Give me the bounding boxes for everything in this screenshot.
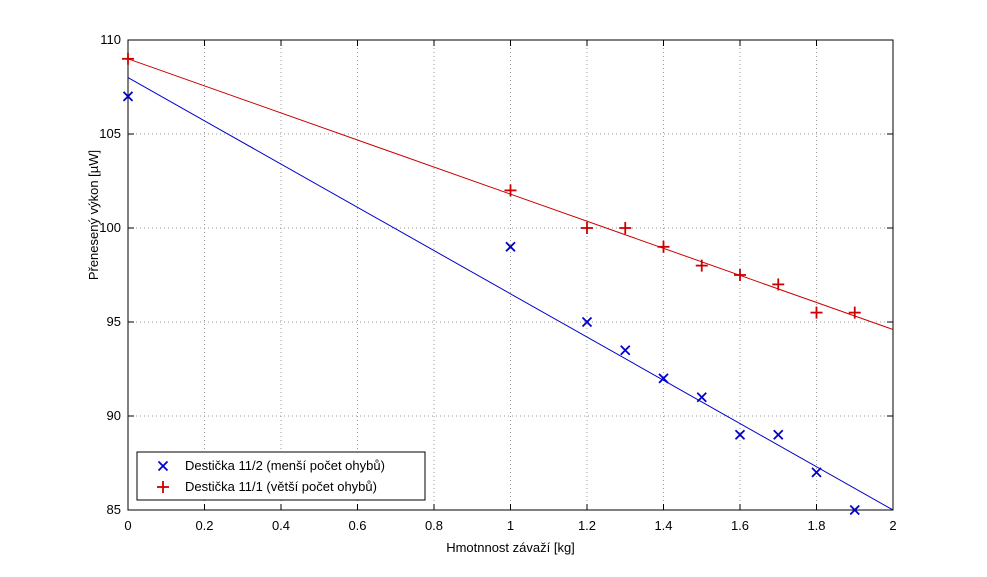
series-1-markers (122, 52, 861, 319)
y-tick-label: 110 (100, 32, 121, 47)
x-tick-label: 1 (507, 518, 514, 533)
tick-marks (127, 39, 894, 511)
legend-box (136, 451, 426, 501)
series-0-fit-line (127, 77, 894, 511)
x-axis-label: Hmotnnost závaží [kg] (446, 540, 575, 555)
y-tick-label: 95 (107, 314, 121, 329)
x-tick-label: 1.6 (731, 518, 749, 533)
x-tick-label: 1.2 (578, 518, 596, 533)
series-0-markers (122, 91, 860, 516)
x-tick-label: 0 (124, 518, 131, 533)
legend-label: Destička 11/1 (větší počet ohybů) (185, 479, 377, 494)
legend-label: Destička 11/2 (menší počet ohybů) (185, 458, 385, 473)
legend: Destička 11/2 (menší počet ohybů) Destičk… (136, 451, 426, 501)
y-tick-label: 105 (99, 126, 121, 141)
x-tick-label: 0.8 (425, 518, 443, 533)
x-tick-label: 2 (889, 518, 896, 533)
y-tick-labels: 85 90 95 100 105 110 (99, 32, 121, 517)
y-tick-label: 85 (107, 502, 121, 517)
plot-box (127, 39, 894, 511)
x-tick-label: 1.8 (807, 518, 825, 533)
x-tick-label: 0.4 (272, 518, 290, 533)
x-tick-labels: 0 0.2 0.4 0.6 0.8 1 1.2 1.4 1.6 1.8 2 (124, 518, 896, 533)
y-tick-label: 100 (99, 220, 121, 235)
x-tick-label: 1.4 (654, 518, 672, 533)
y-tick-label: 90 (107, 408, 121, 423)
x-tick-label: 0.6 (348, 518, 366, 533)
x-tick-label: 0.2 (195, 518, 213, 533)
y-axis-label: Přenesený výkon [µW] (86, 150, 101, 280)
